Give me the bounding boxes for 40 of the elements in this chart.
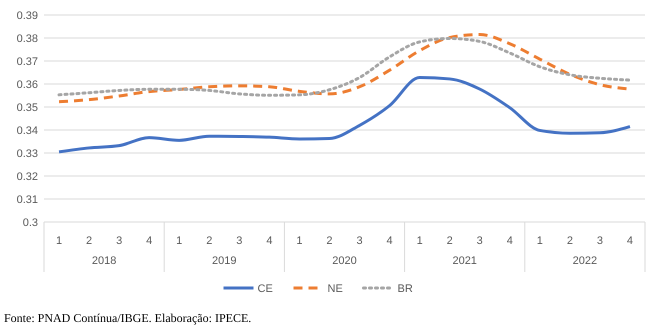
x-tick-label: 2 [326, 234, 333, 247]
y-tick-label: 0.35 [16, 102, 38, 114]
y-tick-label: 0.37 [16, 56, 38, 68]
x-tick-label: 3 [596, 234, 603, 247]
x-tick-label: 3 [356, 234, 363, 247]
text: 2021 [452, 254, 477, 267]
legend-label: CE [258, 282, 273, 295]
line-series [58, 76, 632, 154]
x-tick-label: 2 [206, 234, 212, 247]
text: 2019 [212, 254, 237, 267]
x-tick-label: 2 [566, 234, 573, 247]
y-tick-label: 0.31 [16, 194, 38, 206]
x-tick-label: 4 [386, 234, 393, 247]
text: 2022 [572, 254, 598, 267]
text: 2020 [332, 254, 357, 267]
x-tick-label: 3 [236, 234, 242, 247]
y-tick-label: 0.34 [16, 124, 38, 137]
x-tick-label: 2 [86, 234, 92, 247]
y-tick-label: 0.36 [16, 78, 38, 91]
source-note: Fonte: PNAD Contínua/IBGE. Elaboração: IPECE. [4, 311, 252, 326]
x-tick-label: 1 [416, 234, 423, 247]
legend-label: BR [398, 282, 413, 295]
y-tick-label: 0.3 [22, 216, 38, 229]
x-tick-label: 3 [476, 234, 483, 247]
x-tick-label: 4 [626, 234, 634, 247]
legend-label: NE [328, 282, 343, 295]
x-tick-label: 4 [146, 234, 152, 247]
x-tick-label: 3 [116, 234, 122, 247]
x-tick-label: 1 [56, 234, 62, 247]
x-tick-label: 1 [536, 234, 543, 247]
y-tick-label: 0.32 [16, 170, 38, 183]
x-tick-label: 4 [266, 234, 272, 247]
text: 2018 [92, 254, 116, 267]
y-tick-label: 0.39 [16, 10, 38, 22]
x-tick-label: 1 [176, 234, 182, 247]
y-tick-label: 0.38 [16, 32, 38, 45]
x-tick-label: 1 [296, 234, 302, 247]
x-tick-label: 4 [506, 234, 513, 247]
x-tick-label: 2 [446, 234, 453, 247]
y-tick-label: 0.33 [16, 148, 38, 160]
